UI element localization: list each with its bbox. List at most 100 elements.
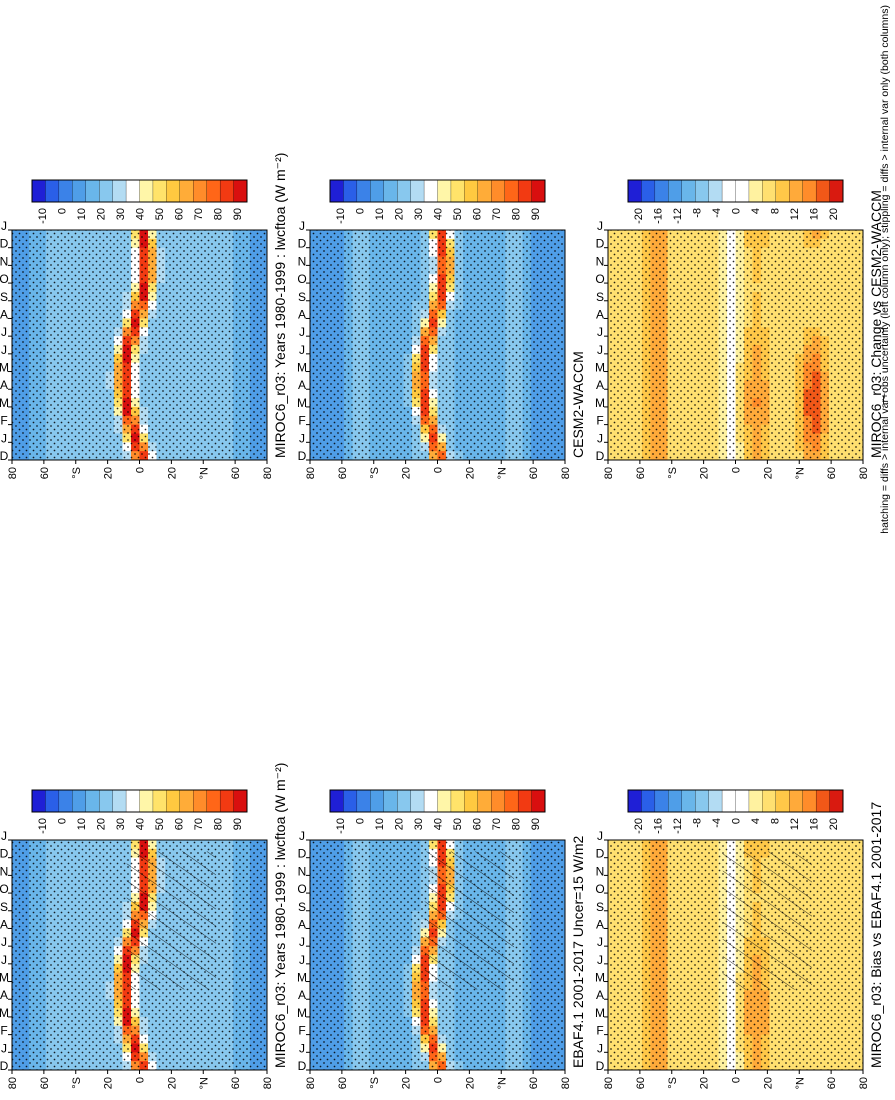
colorbar-swatch (179, 789, 194, 813)
lat-label: 20 (103, 1077, 115, 1089)
lat-label: 60 (39, 1077, 51, 1089)
month-label: J (597, 829, 603, 843)
colorbar-label: 20 (96, 818, 108, 830)
month-label: D (0, 847, 9, 861)
month-label: A (596, 988, 604, 1002)
colorbar-swatch (735, 789, 750, 813)
colorbar-label: 80 (511, 208, 523, 220)
month-label: N (0, 254, 8, 268)
colorbar-swatch (370, 179, 385, 203)
colorbar-swatch (329, 179, 344, 203)
month-label: J (1, 325, 7, 339)
lat-label: 20 (464, 1077, 476, 1089)
month-label: J (1, 1041, 7, 1055)
colorbar-label: 30 (115, 818, 127, 830)
colorbar-swatch (668, 789, 683, 813)
month-label: M (297, 396, 307, 410)
lat-label: 80 (305, 1077, 317, 1089)
colorbar-swatch (370, 789, 385, 813)
month-label: N (298, 864, 307, 878)
colorbar-label: 60 (174, 818, 186, 830)
colorbar-swatch (72, 179, 87, 203)
colorbar-swatch (99, 179, 114, 203)
colorbar-label: 90 (530, 208, 542, 220)
lat-label: °N (198, 1077, 210, 1089)
lat-label: °S (71, 467, 83, 479)
colorbar-label: -12 (672, 818, 684, 834)
colorbar-swatch (58, 179, 73, 203)
month-label: J (299, 953, 305, 967)
colorbar-frame (329, 179, 546, 203)
colorbar-swatch (219, 179, 235, 203)
colorbar-swatch (531, 789, 546, 813)
month-label: D (298, 847, 307, 861)
lat-label: 60 (635, 1077, 647, 1089)
colorbar-label: -10 (335, 208, 347, 224)
panel-title: MIROC6_r03: Years 1980-1999 : lwcftoa (W… (272, 763, 288, 1068)
colorbar-label: 10 (76, 208, 88, 220)
colorbar-swatch (517, 179, 533, 203)
colorbar-label: 40 (135, 818, 147, 830)
colorbar-swatch (423, 789, 438, 813)
month-label: J (299, 829, 305, 843)
panel-p1: MIROC6_r03: Years 1980-1999 : lwcftoa (W… (0, 763, 288, 1090)
colorbar-swatch (397, 789, 412, 813)
colorbar-swatch (437, 789, 452, 813)
colorbar-swatch (383, 179, 398, 203)
colorbar-swatch (789, 789, 804, 813)
colorbar-label: 50 (154, 208, 166, 220)
panel-title: MIROC6_r03: Years 1980-1999 : lwcftoa (W… (272, 153, 288, 458)
lat-label: °S (369, 467, 381, 479)
colorbar-swatch (166, 789, 181, 813)
colorbar-swatch (193, 179, 208, 203)
month-label: S (0, 900, 8, 914)
lat-label: 20 (401, 1077, 413, 1089)
month-label: F (298, 414, 305, 428)
colorbar-swatch (504, 789, 519, 813)
colorbar-swatch (343, 179, 358, 203)
colorbar-swatch (477, 789, 492, 813)
colorbar-label: 20 (394, 208, 406, 220)
colorbar-label: 0 (355, 208, 367, 214)
colorbar-swatch (397, 179, 412, 203)
colorbar-swatch (356, 179, 371, 203)
hatching-overlay (424, 851, 514, 990)
month-label: M (0, 1006, 9, 1020)
colorbar-swatch (450, 179, 465, 203)
month-label: J (299, 219, 305, 233)
panel-title: MIROC6_r03: Bias vs EBAF4.1 2001-2017 (868, 802, 884, 1068)
colorbar-swatch (356, 789, 371, 813)
lat-label: 60 (337, 1077, 349, 1089)
colorbar-swatch (477, 179, 492, 203)
month-label: A (596, 917, 604, 931)
colorbar-label: -8 (692, 818, 704, 828)
colorbar-swatch (748, 789, 763, 813)
colorbar-swatch (708, 789, 723, 813)
lat-label: 20 (762, 1077, 774, 1089)
month-label: D (596, 847, 605, 861)
colorbar-label: 50 (452, 208, 464, 220)
colorbar-frame (31, 179, 248, 203)
colorbar-swatch (125, 789, 140, 813)
colorbar-swatch (410, 179, 425, 203)
lat-label: 60 (230, 1077, 242, 1089)
lat-label: 80 (7, 1077, 19, 1089)
colorbar-label: 10 (76, 818, 88, 830)
colorbar-swatch (193, 789, 208, 813)
colorbar-label: 40 (135, 208, 147, 220)
lat-label: 20 (464, 467, 476, 479)
lat-label: 20 (166, 467, 178, 479)
colorbar-label: 50 (452, 818, 464, 830)
colorbar-label: 0 (57, 208, 69, 214)
colorbar-swatch (517, 789, 533, 813)
colorbar-swatch (775, 789, 790, 813)
colorbar-swatch (219, 789, 235, 813)
colorbar-label: 0 (57, 818, 69, 824)
colorbar-label: 80 (511, 818, 523, 830)
lat-label: 20 (401, 467, 413, 479)
colorbar-label: -16 (653, 818, 665, 834)
colorbar-label: 50 (154, 818, 166, 830)
colorbar-label: 20 (96, 208, 108, 220)
month-label: O (297, 272, 306, 286)
